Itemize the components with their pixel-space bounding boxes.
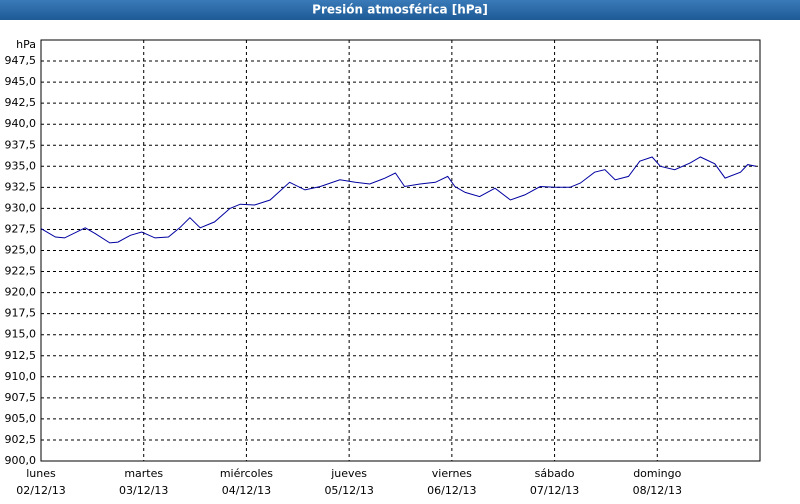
x-tick-date: 04/12/13 <box>222 484 271 497</box>
x-tick-date: 08/12/13 <box>633 484 682 497</box>
x-tick-date: 06/12/13 <box>427 484 476 497</box>
y-tick-label: 910,0 <box>5 370 37 383</box>
y-tick-label: 915,0 <box>5 328 37 341</box>
x-tick-label: sábado <box>535 467 575 480</box>
y-tick-label: 945,0 <box>5 75 37 88</box>
y-tick-label: 942,5 <box>5 96 37 109</box>
plot-border <box>40 39 761 462</box>
x-tick-label: jueves <box>330 467 367 480</box>
y-tick-label: 947,5 <box>5 54 37 67</box>
y-tick-label: 932,5 <box>5 180 37 193</box>
x-tick-label: viernes <box>432 467 472 480</box>
y-tick-label: 905,0 <box>5 412 37 425</box>
x-tick-date: 07/12/13 <box>530 484 579 497</box>
y-tick-label: 930,0 <box>5 201 37 214</box>
y-tick-label: 922,5 <box>5 265 37 278</box>
y-tick-label: 935,0 <box>5 159 37 172</box>
y-tick-label: 927,5 <box>5 222 37 235</box>
x-tick-label: domingo <box>633 467 681 480</box>
x-tick-label: lunes <box>26 467 56 480</box>
x-tick-date: 05/12/13 <box>324 484 373 497</box>
x-tick-label: miércoles <box>220 467 273 480</box>
x-tick-label: martes <box>124 467 163 480</box>
y-tick-label: 937,5 <box>5 138 37 151</box>
x-tick-date: 03/12/13 <box>119 484 168 497</box>
y-tick-label: 920,0 <box>5 286 37 299</box>
data-line <box>40 156 757 244</box>
y-tick-label: 940,0 <box>5 117 37 130</box>
chart-title: Presión atmosférica [hPa] <box>312 3 488 17</box>
y-tick-label: 900,0 <box>5 454 37 467</box>
title-bar <box>0 0 800 20</box>
x-tick-date: 02/12/13 <box>16 484 65 497</box>
y-tick-label: 902,5 <box>5 433 37 446</box>
y-tick-label: 917,5 <box>5 307 37 320</box>
y-tick-label: 907,5 <box>5 391 37 404</box>
y-tick-label: 925,0 <box>5 244 37 257</box>
y-tick-label: 912,5 <box>5 349 37 362</box>
unit-label: hPa <box>16 38 36 51</box>
